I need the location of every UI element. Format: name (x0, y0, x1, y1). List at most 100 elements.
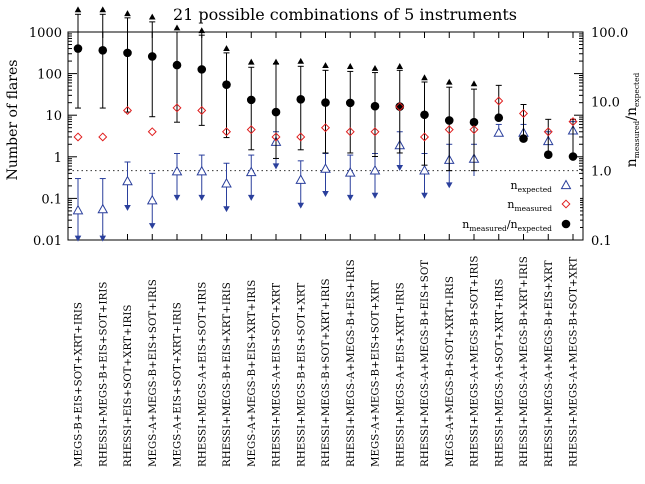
measured-point (518, 108, 529, 118)
measured-point (271, 132, 281, 142)
expected-lower-arrow (445, 182, 453, 189)
ratio-upper-arrow (470, 80, 478, 87)
x-category-label: RHESSI+MEGS-A+MEGS-B+EIS+XRT (543, 260, 555, 467)
measured-point (419, 132, 430, 142)
ratio-upper-arrow (223, 45, 230, 52)
ratio-point (271, 107, 281, 117)
ratio-point (444, 116, 454, 125)
x-category-label: RHESSI+EIS+SOT+XRT+IRIS (122, 305, 134, 467)
ratio-upper-arrow (74, 6, 82, 13)
ratio-upper-arrow (173, 24, 181, 31)
measured-point (73, 132, 83, 142)
measured-point (543, 127, 553, 137)
ratio-point (494, 113, 504, 123)
y-tick-label: 100 (37, 68, 62, 83)
x-category-label: MEGS-A+MEGS-B+EIS+SOT+XRT (370, 280, 382, 467)
ratio-upper-arrow (99, 6, 107, 13)
ratio-point (73, 44, 83, 53)
expected-lower-arrow (396, 164, 404, 171)
expected-lower-arrow (346, 194, 354, 201)
x-category-label: RHESSI+MEGS-A+MEGS-B+SOT+XRT (568, 257, 580, 467)
ratio-point (98, 45, 108, 55)
y-tick-label: 10 (45, 109, 62, 124)
ratio-point (568, 152, 578, 161)
expected-lower-arrow (198, 194, 206, 201)
ratio-upper-arrow (124, 10, 131, 17)
x-category-label: RHESSI+MEGS-A+MEGS-B+EIS+IRIS (345, 259, 357, 467)
x-category-label: RHESSI+MEGS-A+EIS+SOT+XRT (271, 283, 283, 467)
ratio-upper-arrow (322, 62, 329, 69)
measured-point (172, 103, 182, 113)
y2-tick-label: 1.0 (591, 165, 612, 180)
expected-lower-arrow (148, 223, 156, 230)
y-tick-label: 0.01 (33, 234, 62, 249)
y2-tick-label: 100.0 (591, 26, 628, 41)
ratio-point (172, 60, 182, 70)
x-category-label: RHESSI+MEGS-A+SOT+XRT+IRIS (493, 279, 505, 467)
measured-point (494, 96, 504, 106)
expected-point (97, 203, 109, 214)
measured-point (221, 127, 232, 137)
expected-lower-arrow (322, 191, 329, 197)
y2-label-sub2: expected (632, 72, 641, 107)
expected-point (171, 165, 183, 176)
y2-axis-label: nmeasured/nexpected (624, 72, 641, 167)
expected-lower-arrow (272, 163, 280, 170)
ratio-point (321, 98, 330, 107)
ratio-point (519, 134, 528, 143)
expected-point (146, 194, 158, 205)
x-category-label: RHESSI+MEGS-A+EIS+XRT+IRIS (394, 282, 406, 467)
measured-point (147, 127, 157, 137)
y2-label-n2: /n (624, 107, 640, 121)
ratio-upper-arrow (198, 27, 206, 34)
ratio-point (222, 80, 231, 89)
legend-marker-expected (560, 179, 572, 190)
ratio-upper-arrow (371, 64, 379, 71)
x-category-label: RHESSI+MEGS-B+EIS+SOT+XRT (295, 283, 307, 467)
ratio-upper-arrow (421, 74, 428, 81)
legend-bg (466, 176, 580, 233)
legend-label: nmeasured (507, 198, 552, 213)
y-axis-label: Number of flares (5, 60, 21, 181)
measured-point (246, 125, 256, 135)
chart-title: 21 possible combinations of 5 instrument… (173, 5, 517, 24)
expected-lower-arrow (223, 206, 230, 213)
ratio-point (197, 65, 207, 74)
expected-point (221, 177, 232, 188)
expected-point (320, 163, 331, 173)
expected-lower-arrow (99, 235, 107, 242)
measured-point (345, 127, 355, 137)
x-category-label: RHESSI+MEGS-A+MEGS-B+SOT+IRIS (469, 256, 481, 467)
ratio-point (123, 48, 132, 58)
measured-point (320, 123, 331, 133)
ratio-point (469, 117, 479, 127)
expected-lower-arrow (421, 192, 428, 199)
y2-tick-label: 0.1 (591, 234, 612, 249)
x-category-label: RHESSI+MEGS-B+SOT+XRT+IRIS (320, 278, 332, 467)
ratio-upper-arrow (297, 57, 305, 64)
expected-point (369, 164, 381, 175)
measured-point (370, 127, 380, 137)
x-category-label: RHESSI+MEGS-A+MEGS-B+EIS+SOT (419, 260, 431, 467)
plot-area: 0.01 0.1 1 10 100 1000 0.1 1.0 10.0 100.0 MEGS-B+E… (29, 6, 628, 467)
y2-label-sub1: measured (632, 121, 641, 159)
ratio-point (246, 95, 256, 105)
ratio-upper-arrow (346, 63, 354, 69)
x-category-label: RHESSI+MEGS-B+EIS+XRT+IRIS (221, 282, 233, 467)
measured-point (296, 132, 306, 142)
ratio-point (543, 150, 553, 159)
ratio-point (420, 110, 429, 120)
y2-tick-label: 10.0 (591, 95, 620, 110)
measured-point (568, 117, 578, 127)
expected-point (295, 174, 307, 184)
measured-point (197, 105, 207, 115)
ratio-point (370, 101, 380, 111)
expected-point (72, 204, 84, 215)
measured-point (98, 132, 108, 142)
x-category-label: RHESSI+MEGS-A+MEGS-B+XRT+IRIS (518, 256, 530, 467)
y2-label-n1: n (624, 158, 640, 167)
x-category-label: MEGS-A+MEGS-B+EIS+XRT+IRIS (246, 280, 258, 467)
ratio-upper-arrow (445, 78, 453, 85)
y-tick-label: 1000 (29, 26, 62, 41)
y-tick-label: 1 (54, 151, 62, 166)
